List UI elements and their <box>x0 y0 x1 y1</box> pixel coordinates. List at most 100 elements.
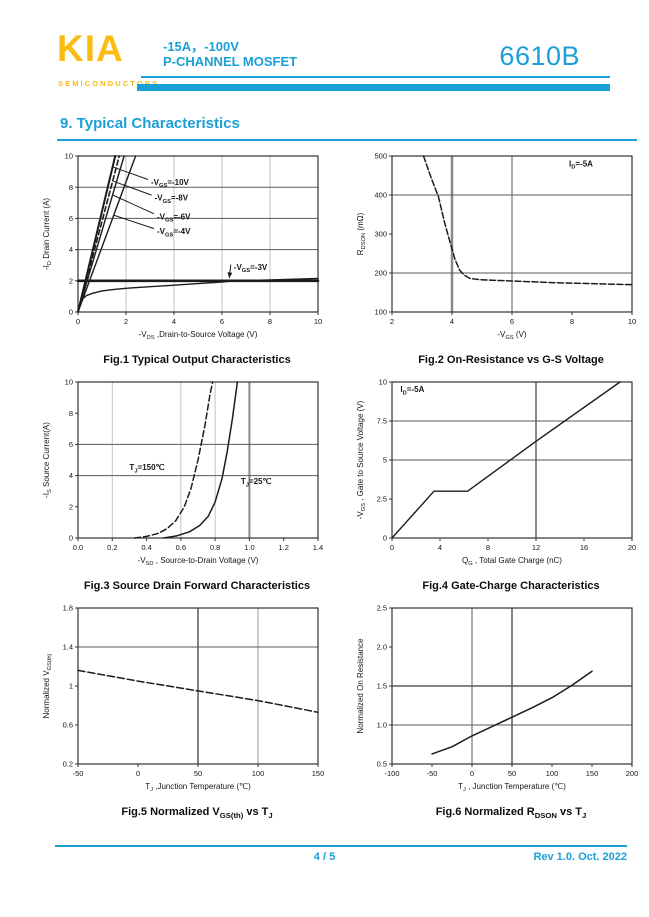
figure-fig2: 2 4 6 8 10 100 200 300 400 500 -VGS (V) RDSON (mΩ) I… <box>352 150 644 366</box>
svg-text:1.0: 1.0 <box>244 543 254 552</box>
fig1-ylabel: -ID Drain Current (A) <box>42 198 53 271</box>
figure-fig3: 0.0 0.2 0.4 0.6 0.8 1.0 1.2 1.4 0 2 4 6 8 10 -VSD , So… <box>38 376 330 592</box>
fig5-series <box>77 669 319 714</box>
svg-text:100: 100 <box>546 769 559 778</box>
figure-fig4: 0 4 8 12 16 20 0 2.5 5 7.5 10 QG , Total Gate Charg… <box>352 376 644 592</box>
fig1-series <box>77 155 121 313</box>
header-rule-thick <box>137 84 610 91</box>
fig1-curve-label: -VGS=-6V <box>157 212 191 223</box>
svg-text:100: 100 <box>252 769 265 778</box>
part-number: 6610B <box>499 41 580 71</box>
svg-text:1.2: 1.2 <box>278 543 288 552</box>
svg-text:0: 0 <box>136 769 140 778</box>
fig3-caption: Fig.3 Source Drain Forward Characteristi… <box>83 580 311 592</box>
svg-text:6: 6 <box>510 317 514 326</box>
fig6-xlabel: TJ , Junction Temperature (℃) <box>458 782 566 793</box>
fig3-plot: 0.0 0.2 0.4 0.6 0.8 1.0 1.2 1.4 0 2 4 6 8 10 -VSD , So… <box>42 378 323 568</box>
fig3-annotation: TJ=150℃ <box>129 463 164 474</box>
svg-text:2: 2 <box>69 276 73 285</box>
svg-text:8: 8 <box>69 409 73 418</box>
device-rating-line: -15A，-100V <box>163 39 239 54</box>
svg-text:6: 6 <box>69 214 73 223</box>
svg-text:5: 5 <box>383 456 387 465</box>
svg-text:0: 0 <box>76 317 80 326</box>
page-indicator: 4 / 5 <box>313 851 336 863</box>
svg-text:10: 10 <box>379 378 387 387</box>
svg-text:6: 6 <box>220 317 224 326</box>
fig1-plot: 0 2 4 6 8 10 0 2 4 6 8 10 -VDS ,Drain-to-Source Volt… <box>42 152 322 342</box>
fig1-curve-label: -VGS=-8V <box>155 194 189 205</box>
device-type-line: P-CHANNEL MOSFET <box>163 54 298 69</box>
fig4-ylabel: -VGS , Gate to Source Voltage (V) <box>356 400 367 519</box>
svg-text:8: 8 <box>486 543 490 552</box>
charts-grid: 0 2 4 6 8 10 0 2 4 6 8 10 -VDS ,Drain-to-Source Volt… <box>38 150 644 821</box>
fig1-curve-label: -VGS=-4V <box>157 227 191 238</box>
svg-text:0.2: 0.2 <box>63 760 73 769</box>
fig2-ylabel: RDSON (mΩ) <box>356 212 367 255</box>
footer-rule <box>55 845 627 847</box>
svg-text:1.5: 1.5 <box>377 682 387 691</box>
svg-text:10: 10 <box>628 317 636 326</box>
svg-text:0.2: 0.2 <box>107 543 117 552</box>
kia-logo: KIA <box>57 28 124 69</box>
svg-text:10: 10 <box>65 152 73 161</box>
fig3-ylabel: -IS Source Current(A) <box>42 422 53 498</box>
fig1-series <box>77 155 137 313</box>
svg-text:200: 200 <box>374 269 387 278</box>
figure-fig6: -100 -50 0 50 100 150 200 0.5 1.0 1.5 2.0 2.5 TJ , J… <box>352 602 644 821</box>
fig1-xlabel: -VDS ,Drain-to-Source Voltage (V) <box>139 330 258 341</box>
svg-text:0: 0 <box>69 308 73 317</box>
fig5-ylabel: Normalized VGS(th) <box>42 653 53 718</box>
section-title: 9. Typical Characteristics <box>60 115 240 132</box>
fig4-caption: Fig.4 Gate-Charge Characteristics <box>422 580 600 592</box>
section-rule <box>57 139 637 141</box>
fig2-series <box>422 155 633 286</box>
svg-text:8: 8 <box>69 183 73 192</box>
figure-fig5: -50 0 50 100 150 0.2 0.6 1 1.4 1.8 TJ ,Junction Te… <box>38 602 330 821</box>
svg-text:2: 2 <box>390 317 394 326</box>
svg-text:4: 4 <box>450 317 454 326</box>
svg-text:150: 150 <box>312 769 325 778</box>
svg-text:0: 0 <box>69 534 73 543</box>
svg-text:2: 2 <box>69 502 73 511</box>
svg-text:-50: -50 <box>73 769 84 778</box>
fig1-caption: Fig.1 Typical Output Characteristics <box>103 354 291 366</box>
svg-text:0: 0 <box>390 543 394 552</box>
svg-text:50: 50 <box>194 769 202 778</box>
svg-text:10: 10 <box>314 317 322 326</box>
svg-text:50: 50 <box>508 769 516 778</box>
revision-label: Rev 1.0. Oct. 2022 <box>533 851 627 863</box>
fig4-plot: 0 4 8 12 16 20 0 2.5 5 7.5 10 QG , Total Gate Charg… <box>356 378 636 568</box>
svg-text:200: 200 <box>626 769 639 778</box>
svg-text:0.4: 0.4 <box>141 543 151 552</box>
svg-text:8: 8 <box>268 317 272 326</box>
fig2-caption: Fig.2 On-Resistance vs G-S Voltage <box>418 354 604 366</box>
svg-text:4: 4 <box>69 245 73 254</box>
fig6-plot: -100 -50 0 50 100 150 200 0.5 1.0 1.5 2.0 2.5 TJ , J… <box>356 604 639 794</box>
svg-text:150: 150 <box>586 769 599 778</box>
svg-text:4: 4 <box>69 471 73 480</box>
svg-text:2.0: 2.0 <box>377 643 387 652</box>
svg-text:10: 10 <box>65 378 73 387</box>
svg-text:4: 4 <box>438 543 442 552</box>
svg-text:0.6: 0.6 <box>63 721 73 730</box>
fig3-series <box>133 381 214 539</box>
svg-text:0.5: 0.5 <box>377 760 387 769</box>
svg-text:2.5: 2.5 <box>377 604 387 613</box>
svg-text:0.8: 0.8 <box>210 543 220 552</box>
svg-text:1.0: 1.0 <box>377 721 387 730</box>
svg-text:16: 16 <box>580 543 588 552</box>
svg-text:12: 12 <box>532 543 540 552</box>
svg-text:1.4: 1.4 <box>63 643 73 652</box>
fig1-curve-label: -VGS=-10V <box>151 178 190 189</box>
fig4-annotation: ID=-5A <box>400 385 424 396</box>
svg-text:1.8: 1.8 <box>63 604 73 613</box>
fig6-caption: Fig.6 Normalized RDSON vs TJ <box>435 806 587 821</box>
fig5-xlabel: TJ ,Junction Temperature (℃) <box>145 782 251 793</box>
svg-text:2: 2 <box>124 317 128 326</box>
figure-fig1: 0 2 4 6 8 10 0 2 4 6 8 10 -VDS ,Drain-to-Source Volt… <box>38 150 330 366</box>
fig3-series <box>162 381 239 539</box>
fig5-plot: -50 0 50 100 150 0.2 0.6 1 1.4 1.8 TJ ,Junction Te… <box>42 604 325 794</box>
fig1-curve-label: -VGS=-3V <box>234 263 268 274</box>
